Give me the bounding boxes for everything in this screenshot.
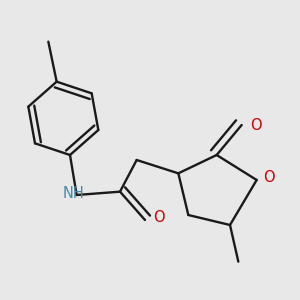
Text: NH: NH [62,186,84,201]
Text: O: O [153,210,165,225]
Text: O: O [250,118,262,133]
Text: O: O [263,170,275,185]
